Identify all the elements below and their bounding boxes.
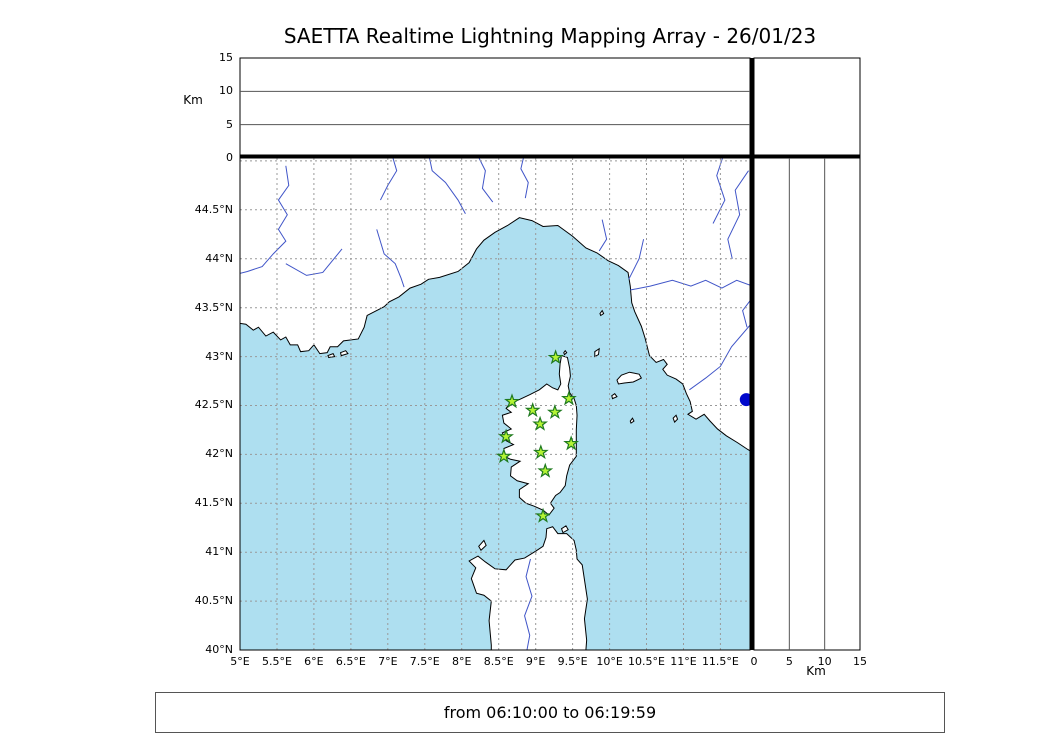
lon-tick-label: 5°E [230, 655, 250, 668]
river [236, 166, 288, 275]
rivers [236, 153, 753, 655]
lon-tick-label: 11.5°E [701, 655, 739, 668]
lat-tick-label: 44.5°N [194, 202, 233, 216]
river [629, 239, 644, 279]
alt-km-tick-label-left: 15 [219, 51, 233, 64]
station-star-marker [504, 393, 520, 409]
station-star-marker [535, 507, 551, 523]
lon-tick-label: 8°E [452, 655, 472, 668]
lat-tick-label: 41°N [205, 545, 233, 559]
station-markers [495, 349, 580, 523]
alt-km-tick-label-bottom: 5 [785, 655, 793, 668]
lat-tick-label: 41.5°N [194, 496, 233, 510]
river [630, 280, 750, 290]
time-range-text: from 06:10:00 to 06:19:59 [443, 703, 657, 722]
river [428, 153, 465, 214]
alt-km-tick-label-left: 5 [226, 117, 233, 131]
lat-tick-label: 40°N [205, 643, 233, 656]
station-star-marker [532, 415, 549, 431]
river [286, 249, 342, 275]
lat-tick-label: 44°N [205, 251, 233, 265]
figure-title: SAETTA Realtime Lightning Mapping Array … [283, 24, 817, 48]
lat-tick-label: 42.5°N [194, 398, 233, 412]
river [477, 153, 493, 202]
station-star-marker [546, 403, 563, 420]
thick-vertical-divider [750, 58, 754, 650]
station-star-marker [532, 444, 549, 460]
alt-km-tick-label-bottom: 10 [817, 655, 832, 668]
thick-horizontal-divider [240, 154, 860, 158]
station-star-marker [563, 435, 580, 451]
lon-tick-label: 7°E [378, 655, 398, 668]
alt-vs-lat-panel [753, 157, 861, 651]
lon-tick-label: 9°E [525, 655, 546, 668]
station-star-marker [498, 428, 515, 444]
alt-km-tick-label-bottom: 15 [853, 655, 867, 668]
alt-km-tick-label-left: 10 [219, 84, 233, 98]
lon-tick-label: 11°E [670, 655, 697, 668]
station-star-marker [495, 448, 512, 464]
lat-tick-label: 40.5°N [194, 594, 233, 608]
map-gridlines [240, 158, 750, 650]
river [525, 559, 532, 655]
lat-tick-label: 43.5°N [194, 300, 233, 314]
lon-tick-label: 6°E [304, 655, 324, 668]
lat-tick-label: 43°N [205, 349, 233, 363]
station-star-marker [560, 390, 577, 406]
alt-vs-lon-panel [239, 57, 751, 159]
river [728, 171, 749, 259]
alt-axis-label-bottom: Km [806, 664, 826, 678]
histogram-panel [753, 57, 861, 159]
alt-km-tick-label-left: 0 [226, 151, 233, 164]
river [521, 153, 528, 198]
station-star-marker [547, 349, 564, 365]
alt-axis-label-left: Km [183, 93, 203, 107]
lon-tick-label: 6.5°E [335, 655, 366, 668]
alt-lon-km-gridlines [240, 90, 750, 126]
lon-tick-label: 10°E [596, 655, 623, 668]
river [377, 229, 404, 287]
coastline-islands [328, 311, 678, 551]
map-layers [236, 153, 753, 655]
geography [236, 153, 753, 655]
lon-tick-label: 9.5°E [557, 655, 588, 668]
station-star-marker [524, 402, 541, 418]
station-star-marker [537, 462, 554, 478]
river [599, 220, 606, 251]
alt-km-tick-label-bottom: 0 [750, 655, 758, 668]
river [689, 325, 750, 390]
lon-tick-label: 5.5°E [261, 655, 292, 668]
lon-tick-label: 8.5°E [483, 655, 514, 668]
time-range-box: from 06:10:00 to 06:19:59 [155, 692, 945, 733]
coastline-corsica [502, 356, 577, 515]
lon-tick-label: 7.5°E [409, 655, 440, 668]
lon-tick-label: 10.5°E [628, 655, 665, 668]
alt-lat-km-gridlines [788, 158, 826, 650]
river [380, 153, 396, 200]
lat-tick-label: 42°N [205, 447, 233, 461]
